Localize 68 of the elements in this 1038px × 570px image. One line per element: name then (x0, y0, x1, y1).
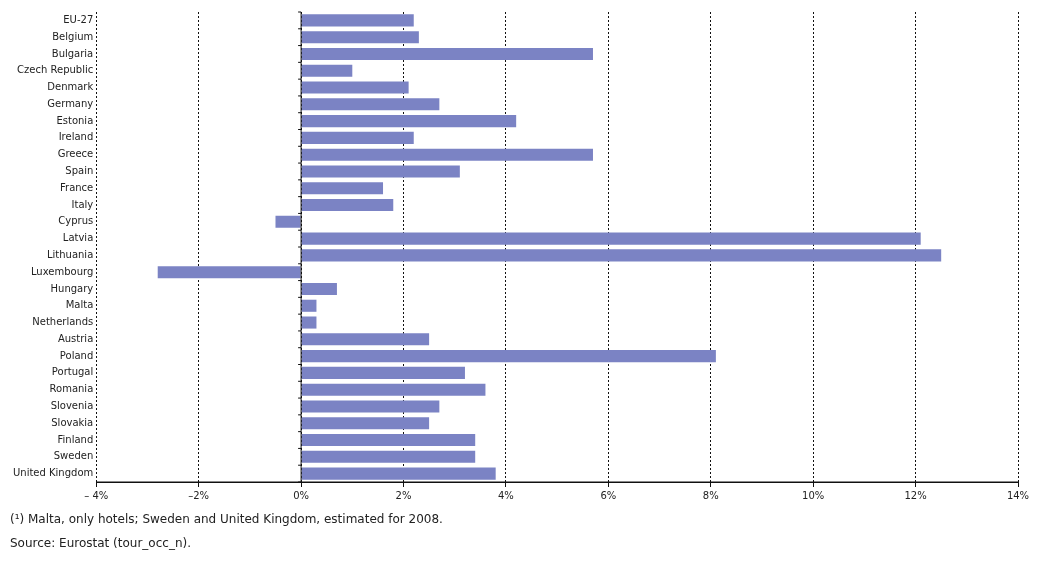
y-tick-label: EU-27 (63, 13, 94, 25)
y-tick-label: Czech Republic (17, 64, 94, 76)
bar (157, 266, 301, 279)
bar (275, 215, 301, 228)
y-tick-label: France (60, 181, 94, 193)
y-tick-label: Belgium (52, 30, 94, 42)
bar (301, 81, 409, 94)
x-tick-label: 8% (702, 489, 719, 501)
x-tick-label: 4% (497, 489, 514, 501)
y-tick-label: Netherlands (32, 316, 94, 328)
y-tick-label: Spain (65, 165, 94, 177)
bar (301, 47, 593, 61)
y-tick-label: Latvia (62, 232, 94, 244)
bar (301, 417, 430, 430)
y-tick-label: Ireland (58, 131, 94, 143)
y-tick-label: Poland (59, 349, 94, 361)
bar (301, 383, 486, 396)
x-tick-label: 6% (600, 489, 617, 501)
y-tick-label: Germany (47, 97, 94, 109)
text: (¹) Malta, only hotels; Sweden and United Kingdom, estimated for 2008. (10, 512, 443, 526)
bar (301, 14, 414, 27)
x-tick-label: 14% (1006, 489, 1030, 501)
bar (301, 148, 593, 161)
y-tick-label: Denmark (47, 81, 94, 93)
bar (301, 182, 384, 195)
y-tick-label: Greece (57, 148, 94, 160)
x-tick-label: 2% (395, 489, 412, 501)
y-tick-label: Italy (71, 198, 94, 210)
x-tick-label: 10% (802, 489, 825, 501)
y-tick-label: Cyprus (58, 215, 94, 227)
y-tick-label: Finland (57, 433, 94, 445)
bar (301, 131, 414, 144)
bar (301, 467, 496, 480)
y-tick-label: Estonia (56, 114, 94, 126)
bar (301, 249, 942, 262)
y-tick-label: Austria (57, 332, 94, 344)
bar (301, 198, 394, 212)
bar (301, 350, 716, 363)
y-tick-label: Slovenia (50, 400, 94, 412)
y-tick-label: Bulgaria (51, 47, 94, 59)
bar (301, 433, 476, 447)
bar (301, 232, 921, 245)
bar (301, 366, 465, 379)
x-tick-label: 0% (293, 489, 310, 501)
x-tick-label: 12% (904, 489, 927, 501)
bar (301, 450, 476, 463)
y-tick-label: Sweden (53, 450, 94, 462)
y-tick-label: Portugal (51, 366, 94, 378)
source-note: Source: Eurostat (tour_occ_n). (10, 536, 192, 550)
y-tick-label: Slovakia (51, 416, 94, 428)
bar (301, 115, 517, 128)
y-tick-label: Lithuania (46, 248, 94, 260)
bar (301, 299, 317, 312)
y-tick-label: United Kingdom (13, 467, 94, 479)
y-tick-label: Luxembourg (30, 265, 94, 277)
x-tick-label: –2% (188, 489, 210, 501)
y-tick-label: Romania (49, 383, 94, 395)
bar (301, 333, 430, 346)
bar (301, 31, 419, 44)
bar (301, 316, 317, 329)
y-tick-label: Hungary (50, 282, 94, 294)
bar (301, 165, 460, 178)
y-tick-label: Malta (65, 299, 94, 311)
bar (301, 98, 440, 111)
bar (301, 282, 337, 296)
x-tick-label: – 4% (84, 489, 109, 501)
bar (301, 400, 440, 413)
bar (301, 64, 353, 77)
